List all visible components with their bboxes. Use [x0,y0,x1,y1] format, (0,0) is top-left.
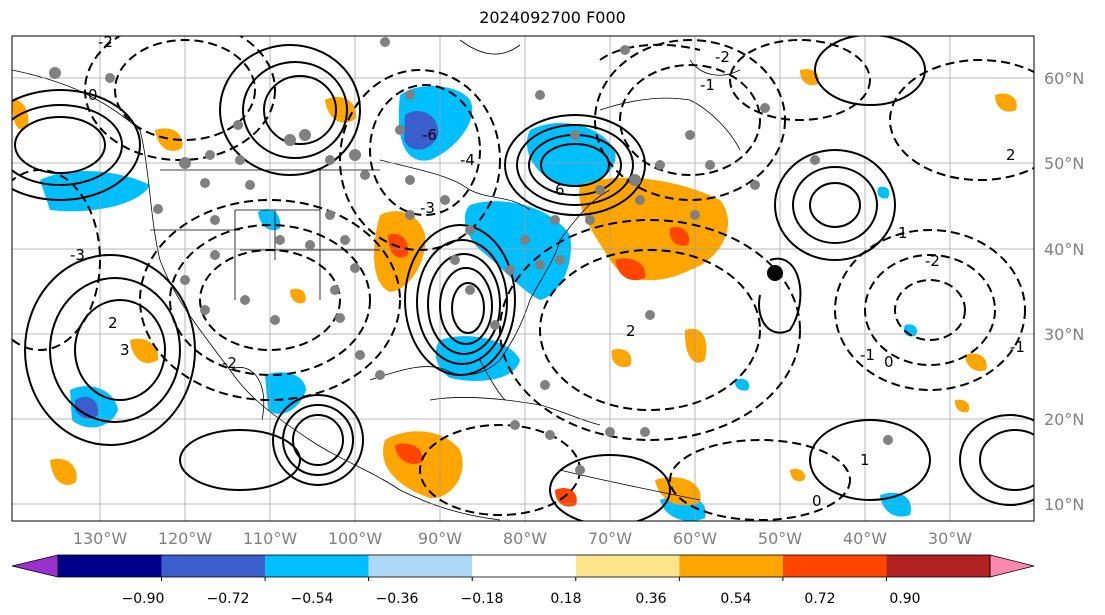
shading-layer [12,69,1017,521]
colorbar-tick-label: −0.18 [461,591,504,607]
target-marker [767,265,783,281]
contour-label: -6 [422,126,437,144]
lon-label: 70°W [588,529,632,548]
contour-label: -3 [70,246,85,264]
lat-label: 20°N [1044,410,1084,429]
lon-label: 100°W [328,529,383,548]
colorbar-segment [265,555,369,577]
lon-label: 30°W [928,529,972,548]
contour-label: -1 [1010,338,1025,356]
lon-label: 90°W [418,529,462,548]
colorbar-extend-max [989,554,1035,578]
colorbar [11,554,1035,581]
lon-label: 40°W [843,529,887,548]
lon-label: 50°W [758,529,802,548]
colorbar-segment [472,555,576,577]
colorbar-tick-label: −0.36 [376,591,419,607]
contour-labels: 0 -2 -3 2 -6 -1 1 3 -4 6 -3 -2 1 -2 2 -1… [70,33,1025,510]
lat-label: 60°N [1044,69,1084,88]
colorbar-tick-label: −0.72 [207,591,250,607]
colorbar-tick-label: 0.54 [720,591,751,607]
colorbar-border [57,554,991,578]
lat-label: 50°N [1044,154,1084,173]
contour-label: 0 [884,353,894,371]
lon-label: 120°W [158,529,213,548]
colorbar-segment [886,555,990,577]
colorbar-segment [58,555,162,577]
colorbar-extend-min [11,554,59,578]
contour-label: 3 [120,341,130,359]
gridlines [12,36,1034,521]
contour-label: 2 [1006,146,1016,164]
colorbar-segment [679,555,783,577]
contour-label: 1 [898,224,908,242]
colorbar-tick-labels: −0.90 −0.72 −0.54 −0.36 −0.18 0.18 0.36 … [122,591,921,607]
longitude-labels: 130°W 120°W 110°W 100°W 90°W 80°W 70°W 6… [73,529,972,548]
lon-label: 110°W [243,529,298,548]
contour-label: -2 [98,33,113,51]
contour-label: 0 [812,492,822,510]
contour-label: 0 [88,86,98,104]
contour-label: -2 [925,252,940,270]
contour-label: -3 [420,199,435,217]
lat-label: 30°N [1044,325,1084,344]
latitude-labels: 60°N 50°N 40°N 30°N 20°N 10°N [1044,69,1084,514]
plot-title: 2024092700 F000 [479,8,626,27]
colorbar-tick-label: 0.36 [635,591,666,607]
contour-label: -4 [460,151,475,169]
contour-label: -2 [715,48,730,66]
dashed-contours [12,36,1034,521]
map-frame [11,35,1035,522]
contour-label: 6 [555,181,565,199]
lon-label: 130°W [73,529,128,548]
solid-contours [12,36,1034,521]
colorbar-segment [368,555,473,577]
colorbar-tick-label: 0.90 [889,591,920,607]
lon-label: 60°W [673,529,717,548]
contour-label: -2 [222,354,237,372]
contour-label: -1 [700,76,715,94]
colorbar-segment [161,555,266,577]
lon-label: 80°W [503,529,547,548]
colorbar-segment [575,555,680,577]
station-markers [49,37,893,475]
lat-label: 10°N [1044,495,1084,514]
contour-label: -1 [860,346,875,364]
contour-label: 2 [108,314,118,332]
colorbar-tick-label: 0.72 [804,591,835,607]
contour-label: 2 [626,322,636,340]
contour-label: 1 [860,451,870,469]
colorbar-tick-label: −0.54 [291,591,334,607]
colorbar-tick-label: 0.18 [550,591,581,607]
colorbar-segment [782,555,887,577]
colorbar-tick-label: −0.90 [122,591,165,607]
lat-label: 40°N [1044,240,1084,259]
